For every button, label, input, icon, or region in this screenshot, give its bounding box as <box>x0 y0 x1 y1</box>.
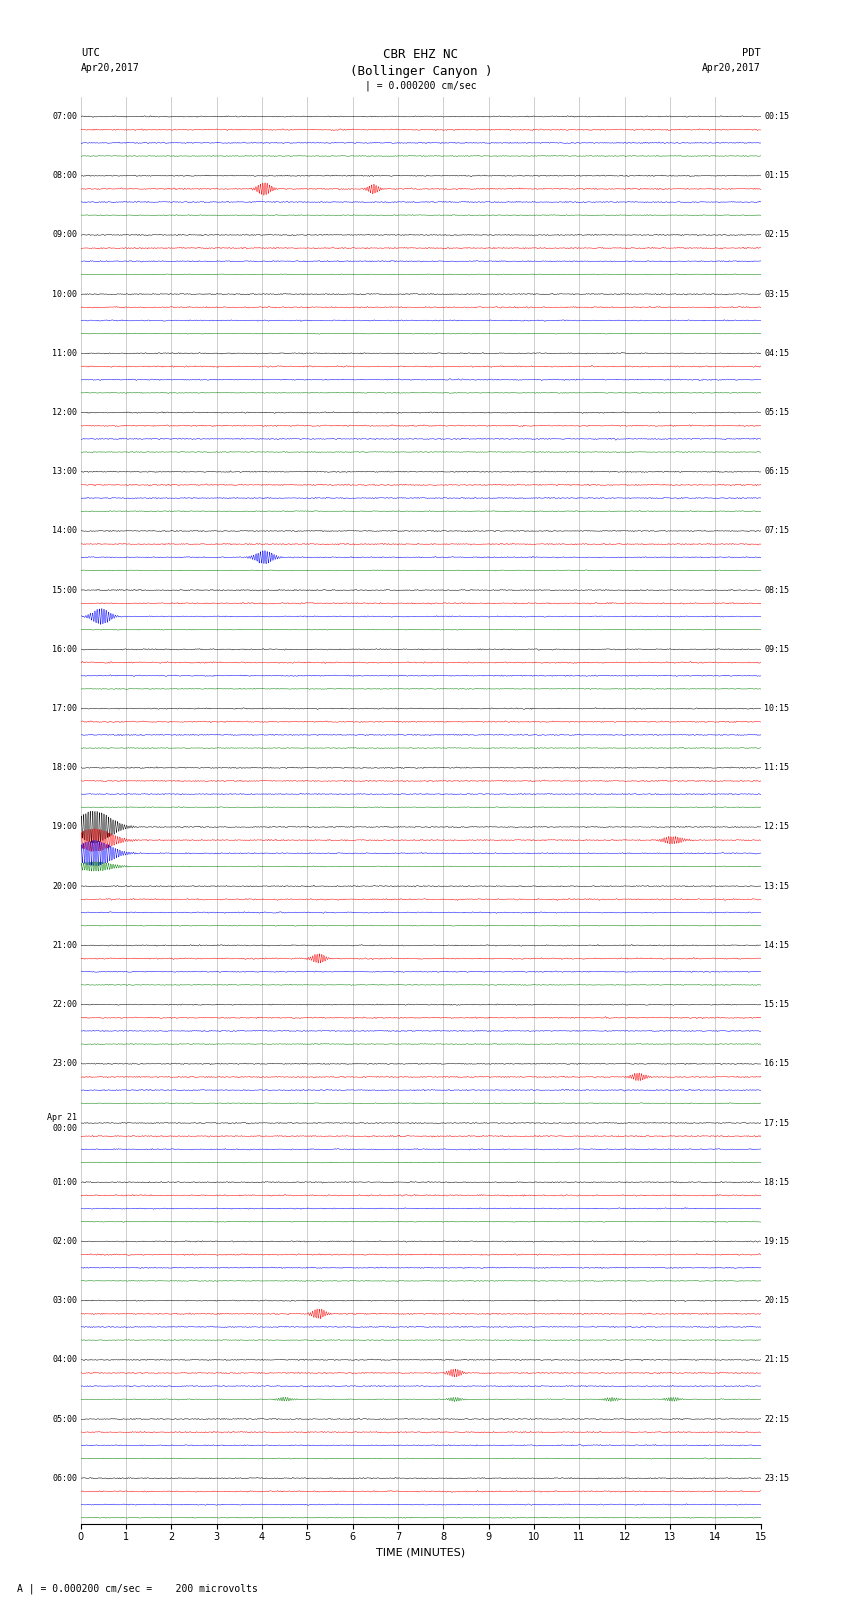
Text: 16:15: 16:15 <box>764 1060 789 1068</box>
Text: 09:15: 09:15 <box>764 645 789 653</box>
Text: 23:15: 23:15 <box>764 1474 789 1482</box>
Text: 05:15: 05:15 <box>764 408 789 418</box>
Text: 14:15: 14:15 <box>764 940 789 950</box>
Text: 09:00: 09:00 <box>53 231 77 239</box>
Text: 17:00: 17:00 <box>53 703 77 713</box>
Text: 15:00: 15:00 <box>53 586 77 595</box>
Text: 00:15: 00:15 <box>764 111 789 121</box>
Text: 03:00: 03:00 <box>53 1297 77 1305</box>
Text: 04:00: 04:00 <box>53 1355 77 1365</box>
Text: | = 0.000200 cm/sec: | = 0.000200 cm/sec <box>365 81 477 92</box>
Text: 15:15: 15:15 <box>764 1000 789 1010</box>
Text: 18:15: 18:15 <box>764 1177 789 1187</box>
Text: 19:15: 19:15 <box>764 1237 789 1245</box>
Text: PDT: PDT <box>742 48 761 58</box>
Text: 11:15: 11:15 <box>764 763 789 773</box>
Text: 01:15: 01:15 <box>764 171 789 181</box>
Text: 16:00: 16:00 <box>53 645 77 653</box>
Text: 21:00: 21:00 <box>53 940 77 950</box>
Text: 21:15: 21:15 <box>764 1355 789 1365</box>
Text: 07:00: 07:00 <box>53 111 77 121</box>
Text: 12:00: 12:00 <box>53 408 77 418</box>
Text: Apr20,2017: Apr20,2017 <box>702 63 761 73</box>
Text: 18:00: 18:00 <box>53 763 77 773</box>
Text: 20:15: 20:15 <box>764 1297 789 1305</box>
Text: 10:00: 10:00 <box>53 290 77 298</box>
Text: 13:00: 13:00 <box>53 468 77 476</box>
Text: 05:00: 05:00 <box>53 1415 77 1424</box>
Text: 14:00: 14:00 <box>53 526 77 536</box>
Text: UTC: UTC <box>81 48 99 58</box>
Text: 01:00: 01:00 <box>53 1177 77 1187</box>
Text: 08:15: 08:15 <box>764 586 789 595</box>
Text: 03:15: 03:15 <box>764 290 789 298</box>
Text: Apr 21
00:00: Apr 21 00:00 <box>48 1113 77 1132</box>
Text: 12:15: 12:15 <box>764 823 789 831</box>
Text: 02:00: 02:00 <box>53 1237 77 1245</box>
Text: (Bollinger Canyon ): (Bollinger Canyon ) <box>349 65 492 77</box>
Text: 11:00: 11:00 <box>53 348 77 358</box>
Text: 02:15: 02:15 <box>764 231 789 239</box>
Text: CBR EHZ NC: CBR EHZ NC <box>383 48 458 61</box>
Text: 20:00: 20:00 <box>53 882 77 890</box>
Text: 19:00: 19:00 <box>53 823 77 831</box>
Text: 06:15: 06:15 <box>764 468 789 476</box>
Text: 07:15: 07:15 <box>764 526 789 536</box>
Text: 22:15: 22:15 <box>764 1415 789 1424</box>
Text: A | = 0.000200 cm/sec =    200 microvolts: A | = 0.000200 cm/sec = 200 microvolts <box>17 1582 258 1594</box>
Text: 23:00: 23:00 <box>53 1060 77 1068</box>
Text: 22:00: 22:00 <box>53 1000 77 1010</box>
Text: 13:15: 13:15 <box>764 882 789 890</box>
X-axis label: TIME (MINUTES): TIME (MINUTES) <box>377 1547 465 1558</box>
Text: 06:00: 06:00 <box>53 1474 77 1482</box>
Text: 10:15: 10:15 <box>764 703 789 713</box>
Text: Apr20,2017: Apr20,2017 <box>81 63 139 73</box>
Text: 08:00: 08:00 <box>53 171 77 181</box>
Text: 04:15: 04:15 <box>764 348 789 358</box>
Text: 17:15: 17:15 <box>764 1118 789 1127</box>
